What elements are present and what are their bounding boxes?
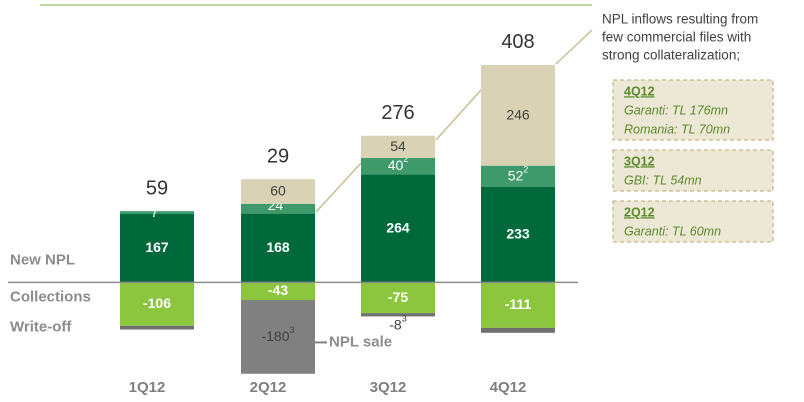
bar-segment (241, 203, 315, 214)
note-line: Garanti: TL 176mn (624, 103, 728, 117)
connector (315, 161, 363, 213)
value-label: 60 (270, 182, 286, 198)
value-text: -75 (388, 288, 408, 304)
bar-segment (361, 157, 435, 175)
bar-segment (481, 282, 555, 328)
bar-segment (481, 327, 555, 333)
bar-segment (481, 64, 555, 166)
note-box (612, 200, 774, 243)
value-label: 54 (390, 138, 406, 154)
bar-segment (481, 165, 555, 187)
value-text: -43 (268, 282, 288, 298)
value-text: -180 (261, 328, 289, 344)
series-label: Write-off (10, 318, 72, 335)
value-text: 233 (506, 225, 530, 241)
value-label: 233 (506, 225, 530, 241)
footnote-marker: 3 (402, 314, 407, 324)
series-label: Collections (10, 288, 91, 305)
value-label: -1803 (261, 325, 294, 343)
bar-segment (241, 213, 315, 283)
value-label: -106 (143, 295, 171, 311)
x-tick-label: 1Q12 (129, 379, 166, 396)
footnote-marker: 3 (290, 325, 295, 335)
x-tick-label: 4Q12 (490, 379, 527, 396)
bar-segment (120, 282, 194, 326)
value-text: 40 (388, 157, 404, 173)
note-line: GBI: TL 54mn (624, 173, 702, 187)
bar-segment (361, 282, 435, 314)
value-label: -75 (388, 288, 408, 304)
bar-segment (120, 325, 194, 330)
annotation-line: NPL inflows resulting from (602, 12, 758, 27)
bar-segment (361, 174, 435, 283)
value-label: 168 (266, 239, 290, 255)
value-label: 264 (386, 219, 410, 235)
value-text: -106 (143, 295, 171, 311)
x-tick-label: 2Q12 (250, 379, 287, 396)
bar-segment (241, 179, 315, 204)
bar-segment (361, 313, 435, 317)
value-label: 402 (388, 154, 409, 172)
total-label: 408 (501, 31, 534, 53)
total-label: 29 (267, 145, 289, 167)
footnote-marker: 2 (158, 202, 163, 212)
value-text: 246 (506, 106, 530, 122)
connector (555, 29, 593, 65)
note-box (612, 79, 774, 141)
value-label: 72 (151, 202, 164, 220)
value-label: -43 (268, 282, 288, 298)
connector (435, 89, 482, 141)
note-line: Romania: TL 70mn (624, 122, 730, 136)
footnote-marker: 2 (403, 154, 408, 164)
value-text: 54 (390, 138, 406, 154)
note-title: 3Q12 (624, 154, 655, 168)
bar-segment (241, 282, 315, 301)
bar-segment (241, 300, 315, 374)
bar-segment (361, 135, 435, 158)
bar-segment (120, 214, 194, 283)
note-title: 2Q12 (624, 205, 655, 219)
note-line: Garanti: TL 60mn (624, 224, 721, 238)
value-text: -111 (505, 296, 532, 312)
value-label: 522 (508, 165, 529, 183)
value-text: 52 (508, 167, 524, 183)
value-text: 264 (386, 219, 410, 235)
bar-segment (481, 186, 555, 283)
value-text: 167 (145, 239, 169, 255)
value-label: 167 (145, 239, 169, 255)
annotation-line: few commercial files with (602, 30, 751, 45)
value-text: 7 (151, 204, 159, 220)
series-label: New NPL (10, 251, 75, 268)
x-tick-label: 3Q12 (370, 379, 407, 396)
note-title: 4Q12 (624, 84, 655, 98)
value-label: 246 (506, 106, 530, 122)
value-text: -8 (389, 316, 402, 332)
footnote-marker: 2 (523, 165, 528, 175)
value-label: -83 (389, 314, 406, 332)
annotation-line: strong collateralization; (602, 48, 740, 63)
value-text: 168 (266, 239, 290, 255)
value-label: -111 (505, 296, 532, 312)
series-label: NPL sale (329, 333, 392, 350)
note-box (612, 149, 774, 192)
bar-segment (120, 211, 194, 215)
total-label: 59 (146, 177, 168, 199)
value-text: 60 (270, 182, 286, 198)
total-label: 276 (381, 102, 414, 124)
